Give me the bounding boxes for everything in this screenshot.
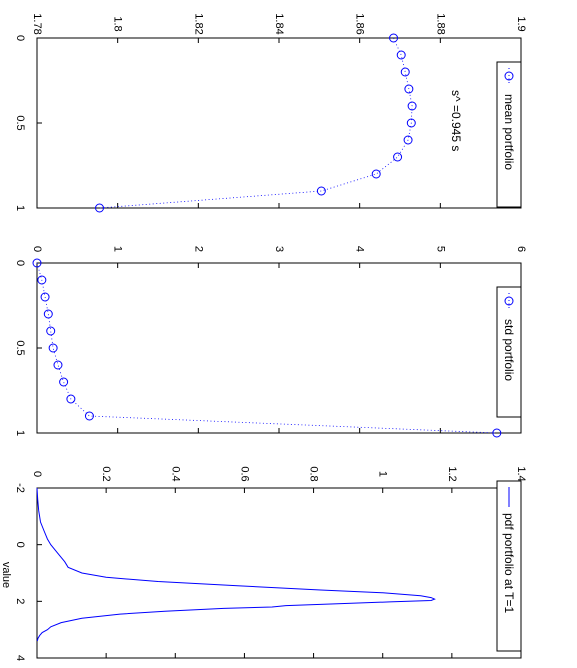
x-tick-label: 0 [14,35,26,41]
y-tick-label: 2 [192,246,204,252]
x-tick-label: -2 [14,483,26,493]
y-tick-label: 1.9 [515,16,527,31]
y-tick-label: 6 [515,246,527,252]
chart-panel-3: 0 0.2 0.4 0.6 0.8 1 1.2 1.4 -2 0 2 4 value pdf portfo… [0,466,527,661]
data-point-0 [389,33,399,43]
axes-box [36,37,522,209]
legend-box [496,480,522,652]
chart-panel-1: 1.78 1.8 1.82 1.84 1.86 1.88 1.9 0 0.5 1 mean port… [14,13,527,213]
y-tick-label: 1.82 [192,13,204,34]
data-point-9 [84,411,94,421]
y-tick-label: 0 [31,471,43,477]
y-tick-label: 4 [354,246,366,252]
y-tick-label: 0.8 [308,466,320,481]
data-point-6 [403,135,413,145]
y-tick-label: 0 [31,246,43,252]
legend-label: std portfolio [502,319,516,381]
legend-label: pdf portfolio at T=1 [502,513,516,614]
x-tick-label: 0.5 [14,340,26,355]
y-tick-label: 1.88 [434,13,446,34]
x-tick-label: 0.5 [14,115,26,130]
data-point-2 [40,292,50,302]
y-tick-label: 1 [377,471,389,477]
series-line-1 [36,487,436,642]
data-point-1 [396,50,406,60]
data-point-0 [32,258,42,268]
legend-marker [504,71,514,81]
y-tick-label: 0.6 [238,466,250,481]
series-line-1 [36,262,497,434]
axes-box [36,487,522,659]
y-tick-label: 0.4 [169,466,181,481]
data-point-5 [406,118,416,128]
data-point-8 [66,394,76,404]
x-tick-label: 2 [14,598,26,604]
y-tick-label: 1.8 [112,16,124,31]
x-tick-label: 0 [14,542,26,548]
y-tick-label: 1.84 [273,13,285,34]
legend-box [496,286,522,418]
data-point-10 [95,203,105,213]
legend-box [496,61,522,208]
data-point-4 [407,101,417,111]
y-tick-label: 5 [434,246,446,252]
legend-label: mean portfolio [502,94,516,170]
legend-marker [504,296,514,306]
data-point-7 [393,152,403,162]
chart-panel-2: 0 1 2 3 4 5 6 0 0.5 1 std portfolio [14,246,527,438]
x-tick-label: 1 [14,430,26,436]
y-tick-label: 1.2 [446,466,458,481]
series-line-1 [99,37,413,209]
data-point-1 [37,275,47,285]
y-tick-label: 3 [273,246,285,252]
y-tick-label: 1 [112,246,124,252]
data-point-3 [43,309,53,319]
data-point-10 [492,428,502,438]
data-point-7 [59,377,69,387]
data-point-4 [46,326,56,336]
x-axis-label: value [0,562,12,588]
data-point-9 [316,186,326,196]
data-point-3 [404,84,414,94]
y-tick-label: 1.86 [354,13,366,34]
data-point-8 [371,169,381,179]
y-tick-label: 1.4 [515,466,527,481]
data-point-6 [53,360,63,370]
annotation-text: s^ =0.945 s [449,90,463,151]
data-point-2 [400,67,410,77]
x-tick-label: 1 [14,205,26,211]
x-tick-label: 0 [14,260,26,266]
y-tick-label: 0.2 [100,466,112,481]
data-point-5 [48,343,58,353]
axes-box [36,262,522,434]
y-tick-label: 1.78 [31,13,43,34]
x-tick-label: 4 [14,655,26,661]
